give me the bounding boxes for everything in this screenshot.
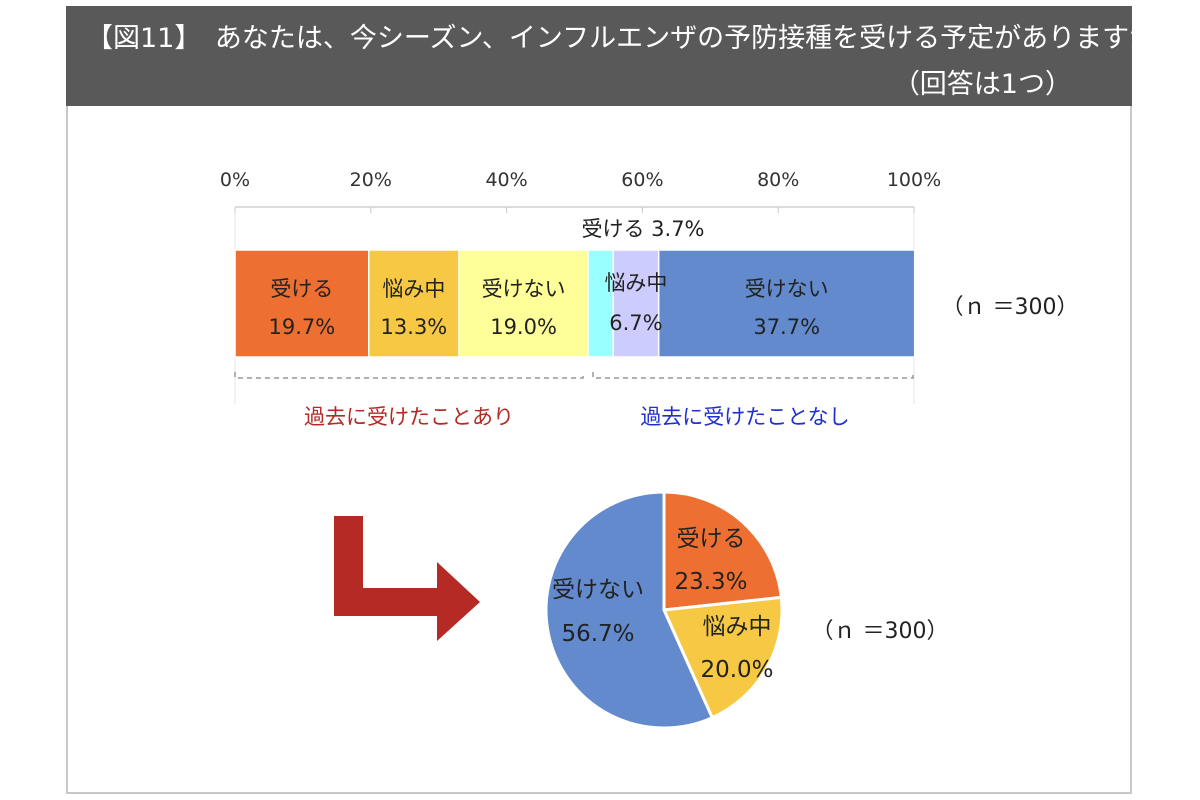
arrow-icon <box>334 516 480 641</box>
bar-segment <box>612 249 660 358</box>
bar-n-label: （ｎ ＝300） <box>942 295 1079 320</box>
bar-segment <box>368 249 460 358</box>
bar-segment-label: 悩み中 <box>382 277 445 301</box>
bar-tick-label: 20% <box>350 169 392 191</box>
pie-slice-label: 悩み中 <box>703 614 772 640</box>
bar-segment-label: 悩み中 <box>604 271 667 295</box>
pie-slice-label: 受けない <box>552 577 644 603</box>
bar-segment <box>458 249 589 358</box>
bar-tick-label: 40% <box>485 169 527 191</box>
bar-segment-label: 受けない <box>745 277 829 301</box>
pie-slices <box>544 490 784 730</box>
bar-segment-value: 19.0% <box>490 315 557 339</box>
figure-subtitle: （回答は1つ） <box>892 69 1072 100</box>
group-label-yes: 過去に受けたことあり <box>304 405 514 429</box>
bar-segment-label: 受けない <box>482 277 566 301</box>
pie-slice <box>544 490 715 730</box>
pie-slice <box>662 490 783 612</box>
bar-segment <box>657 249 916 358</box>
bar-segment <box>234 249 370 358</box>
figure-title: 【図11】 あなたは、今シーズン、インフルエンザの予防接種を受ける予定があります… <box>86 23 1183 54</box>
bar-tick-label: 0% <box>220 169 250 191</box>
group-bracket-yes <box>234 372 584 379</box>
pie-slice <box>661 595 784 720</box>
callout-label: 受ける 3.7% <box>581 217 704 241</box>
bar-tick-labels: 0% 20% 40% 60% 80% 100% <box>220 169 941 191</box>
bar-segment-value: 37.7% <box>753 315 820 339</box>
group-bracket-no <box>592 372 914 379</box>
figure-header: 【図11】 あなたは、今シーズン、インフルエンザの予防接種を受ける予定があります… <box>66 6 1183 106</box>
pie-labels: 受ける 23.3% 悩み中 20.0% 受けない 56.7% <box>552 526 774 683</box>
pie-slice-value: 23.3% <box>674 569 747 595</box>
pie-slice-value: 56.7% <box>561 621 634 647</box>
bar-segment-labels: 受ける 19.7% 悩み中 13.3% 受けない 19.0% 悩み中 6.7% 受けない 37.7… <box>269 271 829 339</box>
pie-slice-label: 受ける <box>677 526 746 552</box>
bar-tick-label: 100% <box>887 169 941 191</box>
bar-segment <box>587 249 614 358</box>
pie-n-label: （ｎ ＝300） <box>812 619 949 644</box>
pie-slice-value: 20.0% <box>700 657 773 683</box>
bar-segment-value: 13.3% <box>381 315 448 339</box>
bar-tick-label: 60% <box>621 169 663 191</box>
bar-segment-value: 6.7% <box>609 311 662 335</box>
bar-segments <box>234 249 916 358</box>
group-label-no: 過去に受けたことなし <box>640 405 849 429</box>
bar-segment-value: 19.7% <box>269 315 336 339</box>
bar-tick-label: 80% <box>757 169 799 191</box>
bar-segment-label: 受ける <box>270 277 333 301</box>
